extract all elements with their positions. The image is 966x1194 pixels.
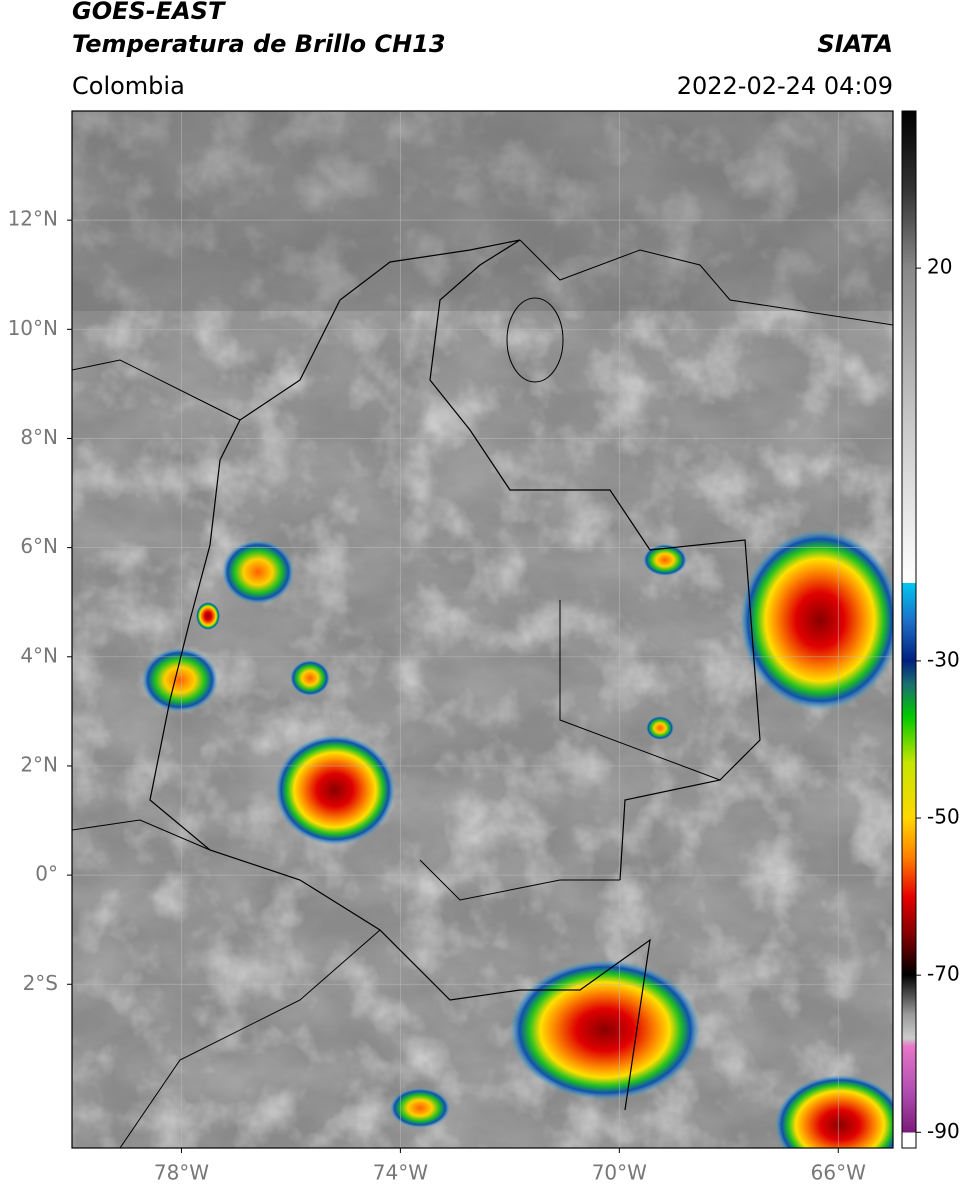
colorbar-label: -70 (927, 962, 960, 986)
lat-tick-label: 2°S (23, 971, 58, 995)
storm-cell (222, 540, 294, 604)
lat-tick-label: 8°N (20, 425, 58, 449)
lat-tick-label: 12°N (8, 207, 58, 231)
storm-cell (643, 544, 687, 576)
graticule (72, 111, 893, 1148)
colorbar-label: 20 (927, 255, 952, 279)
subtitle: Temperatura de Brillo CH13 (72, 30, 446, 58)
storm-cell (390, 1088, 450, 1128)
storm-cell (510, 960, 700, 1100)
lon-tick-label: 78°W (154, 1161, 209, 1185)
lon-tick-label: 70°W (592, 1161, 647, 1185)
title: GOES-EAST (72, 0, 226, 25)
storm-cell (740, 530, 893, 710)
lake-maracaibo (506, 297, 564, 383)
colorbar-label: -90 (927, 1119, 960, 1143)
lat-tick-label: 4°N (20, 643, 58, 667)
colorbar (901, 110, 917, 1149)
storm-cell (142, 648, 218, 712)
lon-tick-label: 74°W (373, 1161, 428, 1185)
storm-cell (775, 1075, 893, 1148)
storm-cell (275, 735, 395, 845)
source: SIATA (817, 30, 893, 58)
storm-cell (646, 716, 674, 740)
datetime: 2022-02-24 04:09 (677, 72, 893, 100)
lat-tick-label: 0° (35, 862, 58, 886)
satellite-image (72, 111, 893, 1148)
storm-cell (290, 660, 330, 696)
colorbar-label: -50 (927, 805, 960, 829)
lat-tick-label: 2°N (20, 752, 58, 776)
region: Colombia (72, 72, 185, 100)
lat-tick-label: 6°N (20, 534, 58, 558)
colorbar-label: -30 (927, 647, 960, 671)
lat-tick-label: 10°N (8, 316, 58, 340)
border (72, 239, 893, 1148)
map-frame (71, 110, 894, 1149)
storm-cell (196, 602, 220, 630)
lon-tick-label: 66°W (811, 1161, 866, 1185)
north-shade (72, 111, 893, 311)
